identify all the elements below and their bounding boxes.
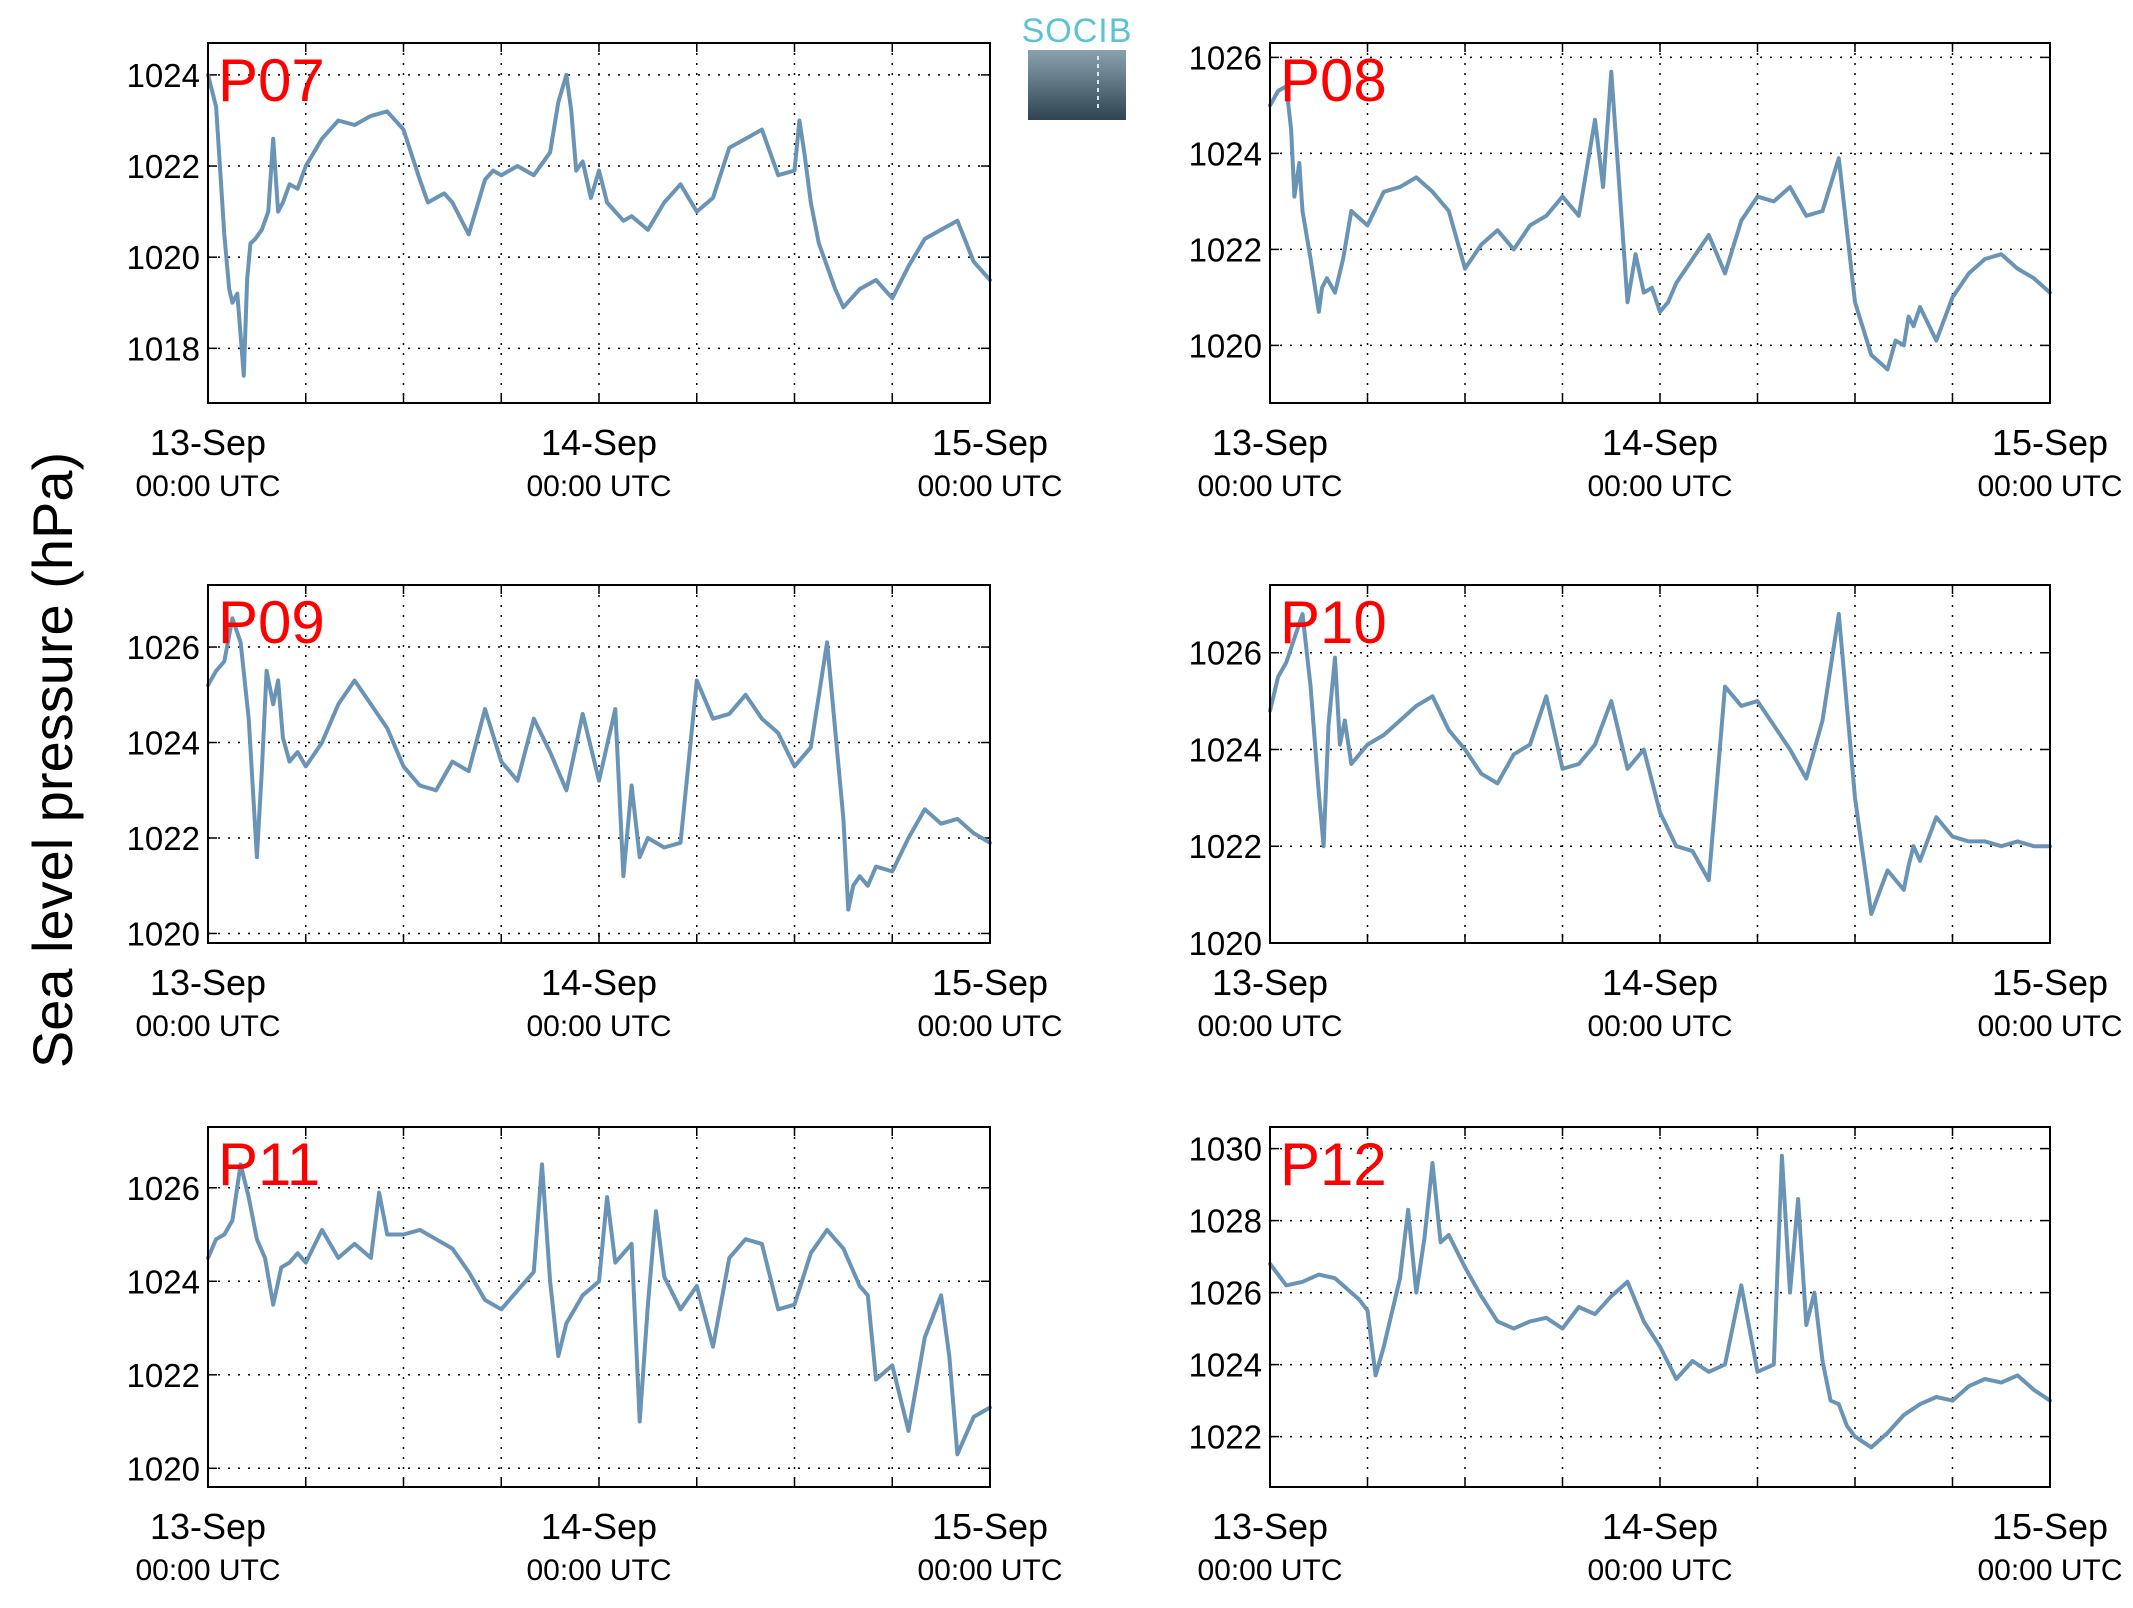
x-tick-label-time: 00:00 UTC <box>917 1010 1062 1043</box>
y-tick-label: 1026 <box>1189 1275 1262 1312</box>
x-tick-label-time: 00:00 UTC <box>526 1554 671 1587</box>
axes-frame <box>1269 584 2051 944</box>
panel-label: P11 <box>218 1131 320 1198</box>
panel-p10: 1020 1022 1024 1026 13-Sep 00:00 UTC 14-Sep 00:… <box>1189 584 2123 1043</box>
panel-p11: 1020 1022 1024 1026 13-Sep 00:00 UTC 14-Sep 00:… <box>127 1126 1063 1587</box>
y-tick-label: 1028 <box>1189 1203 1262 1240</box>
panel-label: P10 <box>1280 589 1387 656</box>
x-tick-label-day: 15-Sep <box>1992 1506 2108 1547</box>
y-tick-label: 1018 <box>127 330 200 367</box>
x-tick-label-day: 14-Sep <box>541 422 657 463</box>
x-tick-label-time: 00:00 UTC <box>1197 1554 1342 1587</box>
x-tick-label-day: 13-Sep <box>150 962 266 1003</box>
y-tick-label: 1024 <box>1189 135 1262 172</box>
y-tick-label: 1026 <box>1189 39 1262 76</box>
series-line <box>206 616 992 912</box>
x-tick-label-day: 13-Sep <box>1212 422 1328 463</box>
x-tick-label-day: 13-Sep <box>1212 962 1328 1003</box>
x-tick-label-day: 13-Sep <box>150 422 266 463</box>
y-tick-label: 1022 <box>1189 828 1262 865</box>
y-tick-label: 1030 <box>1189 1131 1262 1168</box>
y-tick-label: 1024 <box>127 725 200 762</box>
panel-label: P12 <box>1280 1131 1387 1198</box>
x-tick-label-day: 14-Sep <box>1602 1506 1718 1547</box>
y-tick-label: 1024 <box>127 57 200 94</box>
y-tick-label: 1022 <box>127 148 200 185</box>
axes-frame <box>1269 42 2051 404</box>
x-tick-label-time: 00:00 UTC <box>1587 1554 1732 1587</box>
y-tick-label: 1026 <box>127 629 200 666</box>
panel-label: P07 <box>218 47 325 114</box>
y-tick-label: 1022 <box>1189 1419 1262 1456</box>
y-tick-label: 1024 <box>127 1263 200 1300</box>
panel-label: P08 <box>1280 47 1387 114</box>
y-tick-label: 1026 <box>1189 635 1262 672</box>
x-tick-label-time: 00:00 UTC <box>526 470 671 503</box>
y-tick-label: 1022 <box>1189 231 1262 268</box>
x-tick-label-time: 00:00 UTC <box>135 1010 280 1043</box>
x-tick-label-time: 00:00 UTC <box>1587 470 1732 503</box>
y-tick-label: 1020 <box>1189 327 1262 364</box>
panel-label: P09 <box>218 589 325 656</box>
y-axis-label: Sea level pressure (hPa) <box>21 452 84 1068</box>
x-tick-label-time: 00:00 UTC <box>917 1554 1062 1587</box>
x-tick-label-time: 00:00 UTC <box>1977 1010 2122 1043</box>
y-tick-label: 1024 <box>1189 1347 1262 1384</box>
x-tick-label-time: 00:00 UTC <box>1197 470 1342 503</box>
y-tick-label: 1020 <box>127 915 200 952</box>
x-tick-label-day: 14-Sep <box>541 1506 657 1547</box>
y-tick-label: 1022 <box>127 1357 200 1394</box>
x-tick-label-time: 00:00 UTC <box>135 470 280 503</box>
x-tick-label-time: 00:00 UTC <box>1197 1010 1342 1043</box>
y-tick-label: 1020 <box>127 239 200 276</box>
x-tick-label-day: 15-Sep <box>1992 422 2108 463</box>
series-line <box>1268 612 2052 916</box>
x-tick-label-day: 15-Sep <box>932 962 1048 1003</box>
axes-frame <box>207 42 991 404</box>
y-tick-label: 1020 <box>1189 925 1262 962</box>
y-tick-label: 1024 <box>1189 731 1262 768</box>
logo-block <box>1028 50 1126 120</box>
x-tick-label-day: 13-Sep <box>150 1506 266 1547</box>
x-tick-label-time: 00:00 UTC <box>1977 470 2122 503</box>
panel-p12: 1022 1024 1026 1028 1030 13-Sep 00:00 UTC 14-Se… <box>1189 1126 2123 1587</box>
panel-p09: 1020 1022 1024 1026 13-Sep 00:00 UTC 14-Sep 00:… <box>127 584 1063 1043</box>
logo-text: SOCIB <box>1022 12 1133 50</box>
y-tick-label: 1020 <box>127 1450 200 1487</box>
axes-frame <box>207 1126 991 1488</box>
series-line <box>1268 69 2052 372</box>
x-tick-label-day: 14-Sep <box>541 962 657 1003</box>
socib-logo: SOCIB <box>1022 12 1133 120</box>
x-tick-label-time: 00:00 UTC <box>1977 1554 2122 1587</box>
x-tick-label-time: 00:00 UTC <box>1587 1010 1732 1043</box>
panel-p08: 1020 1022 1024 1026 13-Sep 00:00 UTC 14-Sep 00:… <box>1189 39 2123 503</box>
plot-area <box>208 585 990 943</box>
axes-frame <box>1269 1126 2051 1488</box>
series-line <box>206 72 992 378</box>
axes-frame <box>207 584 991 944</box>
x-tick-label-day: 15-Sep <box>932 422 1048 463</box>
x-tick-label-time: 00:00 UTC <box>526 1010 671 1043</box>
series-line <box>206 1162 992 1457</box>
x-tick-label-day: 15-Sep <box>1992 962 2108 1003</box>
x-tick-label-day: 14-Sep <box>1602 962 1718 1003</box>
series-line <box>1268 1153 2052 1450</box>
y-tick-label: 1026 <box>127 1170 200 1207</box>
x-tick-label-day: 15-Sep <box>932 1506 1048 1547</box>
plot-area <box>1270 585 2050 943</box>
panel-p07: 1018 1020 1022 1024 13-Sep 00:00 UTC 14-Sep 00:… <box>127 42 1063 503</box>
x-tick-label-time: 00:00 UTC <box>917 470 1062 503</box>
x-tick-label-day: 13-Sep <box>1212 1506 1328 1547</box>
x-tick-label-time: 00:00 UTC <box>135 1554 280 1587</box>
x-tick-label-day: 14-Sep <box>1602 422 1718 463</box>
y-tick-label: 1022 <box>127 820 200 857</box>
